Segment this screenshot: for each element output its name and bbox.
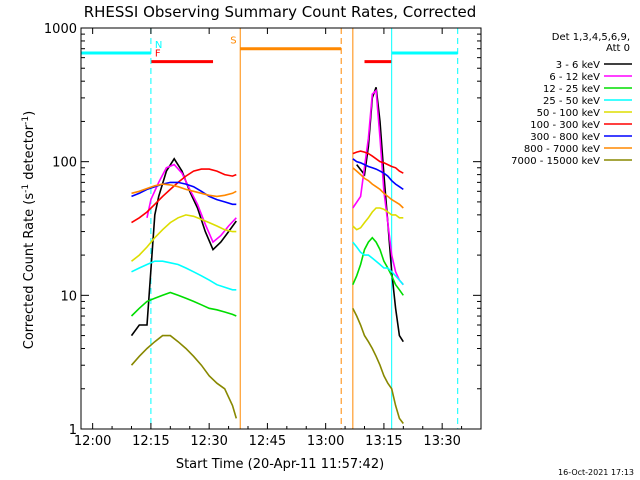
chart-title: RHESSI Observing Summary Count Rates, Co…	[84, 3, 477, 21]
plot-area: NF S	[81, 28, 459, 429]
legend-label: 6 - 12 keV	[549, 72, 600, 83]
series-line-late	[352, 241, 404, 286]
x-tick-label: 13:15	[365, 434, 402, 449]
legend-label: 800 - 7000 keV	[524, 144, 600, 155]
legend-label: 50 - 100 keV	[537, 108, 601, 119]
x-tick-label: 12:45	[249, 434, 286, 449]
x-tick-label: 12:30	[190, 434, 227, 449]
y-tick-label: 1	[69, 423, 77, 438]
x-tick-label: 13:00	[307, 434, 344, 449]
legend-label: 7000 - 15000 keV	[511, 156, 600, 167]
series-line	[131, 183, 237, 198]
x-tick-label: 13:30	[423, 434, 460, 449]
series-line-late	[352, 150, 404, 174]
y-tick-label: 1000	[44, 22, 77, 37]
y-tick-label: 100	[52, 156, 77, 171]
state-bar-label: N	[155, 40, 162, 51]
legend-label: 12 - 25 keV	[543, 84, 600, 95]
y-axis-label: Corrected Count Rate (s-1 detector-1)	[21, 111, 37, 349]
series-line	[130, 334, 238, 419]
series-line-late	[352, 88, 404, 286]
series-line-late	[352, 207, 404, 231]
x-tick-label: 12:15	[132, 434, 169, 449]
series-line	[131, 260, 237, 291]
series-line	[146, 163, 237, 244]
series-line	[131, 181, 237, 206]
series-line	[131, 168, 237, 224]
x-tick-label: 12:00	[74, 434, 111, 449]
series-line-late	[352, 167, 404, 209]
legend-header: Att 0	[606, 43, 630, 54]
series-line-late	[352, 158, 404, 191]
state-bar-label: F	[155, 49, 161, 60]
series-line	[131, 214, 237, 262]
x-axis-label: Start Time (20-Apr-11 11:57:42)	[176, 457, 384, 472]
state-bar-label: S	[230, 36, 236, 47]
series-line	[130, 157, 237, 337]
legend-label: 300 - 800 keV	[530, 132, 600, 143]
y-tick-label: 10	[60, 289, 77, 304]
series-line	[130, 291, 237, 317]
y-axis: 1 10 100 1000	[44, 22, 481, 438]
plot-frame	[80, 27, 482, 430]
legend-label: 25 - 50 keV	[543, 96, 600, 107]
series-line-late	[356, 87, 404, 343]
legend-label: 100 - 300 keV	[530, 120, 600, 131]
legend-header: Det 1,3,4,5,6,9,	[552, 32, 630, 43]
series-line-late	[352, 236, 404, 296]
x-axis: 12:00 12:15 12:30 12:45 13:00 13:15 13:30	[74, 28, 463, 449]
legend-label: 3 - 6 keV	[556, 60, 600, 71]
series-line-late	[352, 307, 404, 424]
footer-timestamp: 16-Oct-2021 17:13	[558, 468, 634, 477]
